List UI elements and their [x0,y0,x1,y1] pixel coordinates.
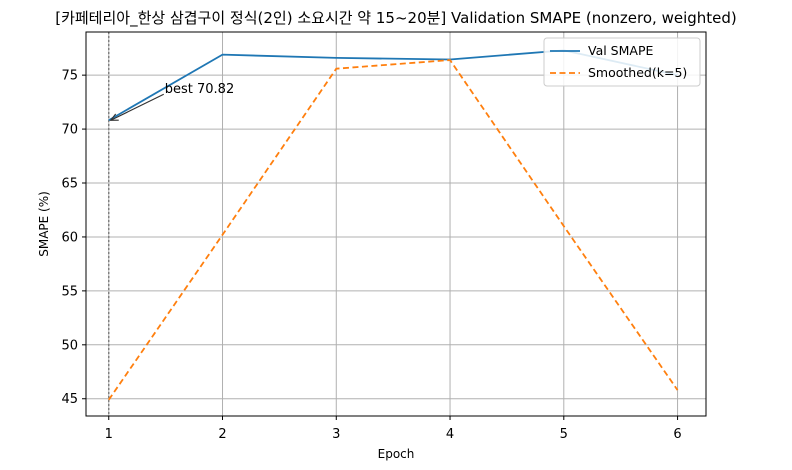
annotation-arrow [110,93,165,121]
y-tick-label: 55 [61,284,78,299]
y-tick-label: 70 [61,123,78,138]
plot-frame [85,31,707,417]
y-axis-ticks: 45 50 55 60 65 70 75 [61,69,86,407]
y-tick-label: 60 [61,230,78,245]
y-tick-label: 75 [61,69,78,84]
x-tick-label: 3 [332,427,340,442]
y-tick-label: 45 [61,392,78,407]
x-axis-label: Epoch [378,447,415,461]
best-annotation: best 70.82 [109,82,234,121]
x-tick-label: 2 [218,427,226,442]
annotation-label: best 70.82 [165,82,234,97]
chart-title: [카페테리아_한상 삼겹구이 정식(2인) 소요시간 약 15~20분] Val… [55,9,737,28]
x-tick-label: 1 [105,427,113,442]
legend-label-smoothed: Smoothed(k=5) [588,65,687,80]
x-tick-label: 6 [673,427,681,442]
y-tick-label: 50 [61,338,78,353]
annotation-arrowhead [109,113,119,121]
legend-label-val-smape: Val SMAPE [588,43,653,58]
series-line-smoothed [108,59,679,401]
y-tick-label: 65 [61,177,78,192]
legend-box [543,37,701,87]
x-axis-ticks: 1 2 3 4 5 6 [105,416,682,442]
series-lines [108,49,679,401]
x-tick-label: 4 [446,427,454,442]
y-axis-label: SMAPE (%) [37,191,51,257]
legend: Val SMAPE Smoothed(k=5) [543,37,701,87]
x-tick-label: 5 [560,427,568,442]
